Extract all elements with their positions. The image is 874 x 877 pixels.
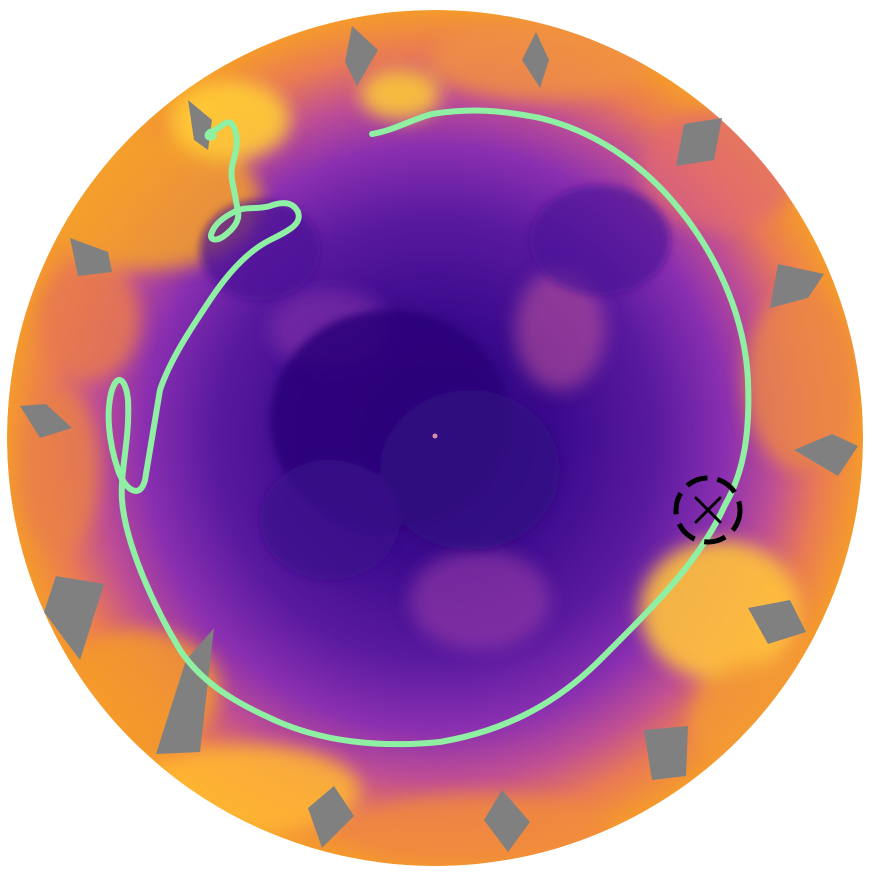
no-data-wedge [345,26,378,86]
no-data-wedge [644,726,688,780]
warm-patch [745,290,855,470]
no-data-wedges [20,26,858,852]
warm-patch [690,660,830,780]
no-data-wedge [676,118,722,166]
cold-patch [380,390,560,550]
crosshair-x-icon [694,496,722,524]
target-ring [673,475,743,545]
no-data-wedge [20,404,72,438]
no-data-wedge [794,434,858,476]
no-data-wedge [770,264,824,308]
no-data-wedge [308,786,354,848]
warm-patch [515,270,605,390]
warm-patch [350,795,610,865]
pole-dot [432,433,438,439]
no-data-wedge [484,790,530,852]
no-data-wedge [748,600,806,644]
warm-patch [360,70,440,120]
warm-patch [40,260,140,380]
no-data-wedge [522,32,549,88]
cold-patch [260,460,400,580]
no-data-wedge [156,628,214,754]
trajectory-line [105,107,752,748]
trajectory-path [105,107,752,748]
no-data-wedge [70,238,112,276]
cold-patch [530,185,670,295]
warm-patch [410,550,550,650]
background-field [7,10,863,866]
target-marker[interactable] [673,475,743,545]
no-data-wedge [44,576,104,660]
cold-core [200,185,670,580]
